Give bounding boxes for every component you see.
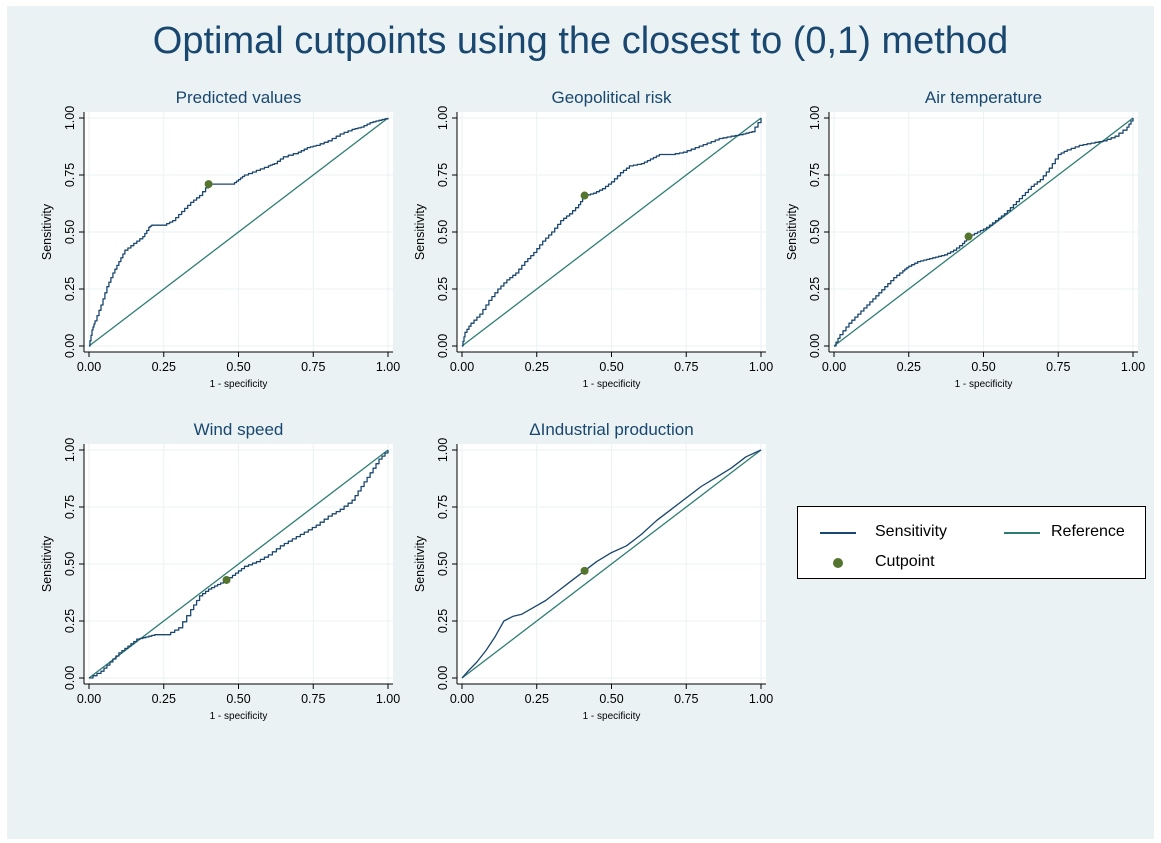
- cutpoint-marker: [580, 191, 589, 200]
- y-axis-title: Sensitivity: [40, 203, 54, 260]
- y-axis-title: Sensitivity: [413, 535, 427, 592]
- panel-air-temperature: 0.00 0.25 0.50 0.75 1.00 0.00 0.25 0.50 0.75 1.00…: [785, 88, 1145, 390]
- panel-title: Wind speed: [194, 420, 284, 439]
- legend-cutpoint-label: Cutpoint: [875, 553, 935, 570]
- x-tick-label: 0.75: [301, 692, 325, 706]
- y-tick-label: 0.50: [63, 220, 77, 244]
- y-tick-label: 0.50: [436, 552, 450, 576]
- plots-canvas: 0.00 0.25 0.50 0.75 1.00 0.00 0.25 0.50 0.75 1.00…: [40, 88, 1145, 722]
- x-axis-title: 1 - specificity: [583, 379, 641, 390]
- x-tick-label: 0.00: [822, 360, 846, 374]
- sensitivity-curve: [462, 118, 762, 347]
- y-tick-label: 1.00: [63, 106, 77, 130]
- x-tick-label: 0.25: [152, 692, 176, 706]
- x-tick-label: 0.75: [301, 360, 325, 374]
- panel-industrial-production: 0.00 0.25 0.50 0.75 1.00 0.00 0.25 0.50 0.75 1.00…: [413, 420, 773, 722]
- panel-wind-speed: 0.00 0.25 0.50 0.75 1.00 0.00 0.25 0.50 0.75 1.00…: [40, 420, 400, 722]
- x-tick-label: 0.00: [450, 692, 474, 706]
- y-tick-label: 0.00: [808, 334, 822, 358]
- y-axis-title: Sensitivity: [40, 535, 54, 592]
- reference-line: [461, 117, 762, 347]
- x-axis-title: 1 - specificity: [583, 711, 641, 722]
- cutpoint-marker: [964, 232, 973, 241]
- x-tick-label: 0.25: [897, 360, 921, 374]
- cutpoint-marker: [580, 566, 589, 575]
- legend-sensitivity-label: Sensitivity: [875, 523, 948, 540]
- x-axis-title: 1 - specificity: [210, 711, 268, 722]
- y-tick-label: 0.50: [63, 552, 77, 576]
- y-tick-label: 0.25: [808, 277, 822, 301]
- panel-title: ΔIndustrial production: [529, 420, 693, 439]
- x-tick-label: 0.50: [599, 692, 623, 706]
- x-tick-label: 0.50: [226, 692, 250, 706]
- y-axis-title: Sensitivity: [413, 203, 427, 260]
- main-title: Optimal cutpoints using the closest to (…: [152, 20, 1009, 62]
- legend-sensitivity-swatch: [820, 532, 856, 534]
- x-tick-label: 0.75: [674, 360, 698, 374]
- x-tick-label: 0.75: [674, 692, 698, 706]
- y-tick-label: 1.00: [436, 106, 450, 130]
- panel-title: Geopolitical risk: [552, 88, 672, 107]
- y-tick-label: 1.00: [63, 438, 77, 462]
- panel-title: Predicted values: [176, 88, 302, 107]
- y-tick-label: 1.00: [808, 106, 822, 130]
- x-tick-label: 1.00: [376, 360, 400, 374]
- y-tick-label: 1.00: [436, 438, 450, 462]
- y-tick-label: 0.00: [436, 666, 450, 690]
- x-tick-label: 0.50: [226, 360, 250, 374]
- y-tick-label: 0.25: [63, 277, 77, 301]
- x-tick-label: 0.25: [525, 692, 549, 706]
- y-axis-title: Sensitivity: [785, 203, 799, 260]
- reference-line: [833, 117, 1134, 347]
- cutpoint-marker: [204, 180, 213, 189]
- y-tick-label: 0.75: [63, 495, 77, 519]
- x-tick-label: 0.00: [77, 360, 101, 374]
- y-tick-label: 0.00: [63, 334, 77, 358]
- x-tick-label: 1.00: [376, 692, 400, 706]
- x-tick-label: 0.75: [1046, 360, 1070, 374]
- x-tick-label: 0.00: [450, 360, 474, 374]
- y-tick-label: 0.75: [436, 495, 450, 519]
- x-axis-title: 1 - specificity: [955, 379, 1013, 390]
- y-tick-label: 0.50: [436, 220, 450, 244]
- legend-reference-label: Reference: [1051, 523, 1125, 540]
- legend-cutpoint-swatch: [833, 558, 843, 568]
- y-tick-label: 0.75: [63, 163, 77, 187]
- y-tick-label: 0.25: [63, 609, 77, 633]
- panel-geopolitical-risk: 0.00 0.25 0.50 0.75 1.00 0.00 0.25 0.50 0.75 1.00…: [413, 88, 773, 390]
- y-tick-label: 0.25: [436, 277, 450, 301]
- x-tick-label: 0.00: [77, 692, 101, 706]
- y-tick-label: 0.50: [808, 220, 822, 244]
- y-tick-label: 0.00: [63, 666, 77, 690]
- x-tick-label: 0.25: [152, 360, 176, 374]
- y-tick-label: 0.75: [436, 163, 450, 187]
- legend-reference-swatch: [1004, 532, 1040, 534]
- reference-line: [88, 117, 389, 347]
- x-tick-label: 0.25: [525, 360, 549, 374]
- legend: Sensitivity Reference Cutpoint: [797, 506, 1146, 579]
- x-tick-label: 0.50: [599, 360, 623, 374]
- y-tick-label: 0.75: [808, 163, 822, 187]
- x-tick-label: 1.00: [749, 360, 773, 374]
- x-tick-label: 1.00: [1121, 360, 1145, 374]
- y-tick-label: 0.00: [436, 334, 450, 358]
- figure-background: Optimal cutpoints using the closest to (…: [7, 6, 1154, 839]
- panel-title: Air temperature: [925, 88, 1042, 107]
- x-axis-title: 1 - specificity: [210, 379, 268, 390]
- cutpoint-marker: [222, 575, 231, 584]
- x-tick-label: 1.00: [749, 692, 773, 706]
- reference-line: [461, 449, 762, 679]
- reference-line: [88, 449, 389, 679]
- panel-predicted-values: 0.00 0.25 0.50 0.75 1.00 0.00 0.25 0.50 0.75 1.00…: [40, 88, 400, 390]
- sensitivity-curve: [834, 118, 1134, 347]
- sensitivity-curve: [89, 450, 389, 679]
- x-tick-label: 0.50: [971, 360, 995, 374]
- y-tick-label: 0.25: [436, 609, 450, 633]
